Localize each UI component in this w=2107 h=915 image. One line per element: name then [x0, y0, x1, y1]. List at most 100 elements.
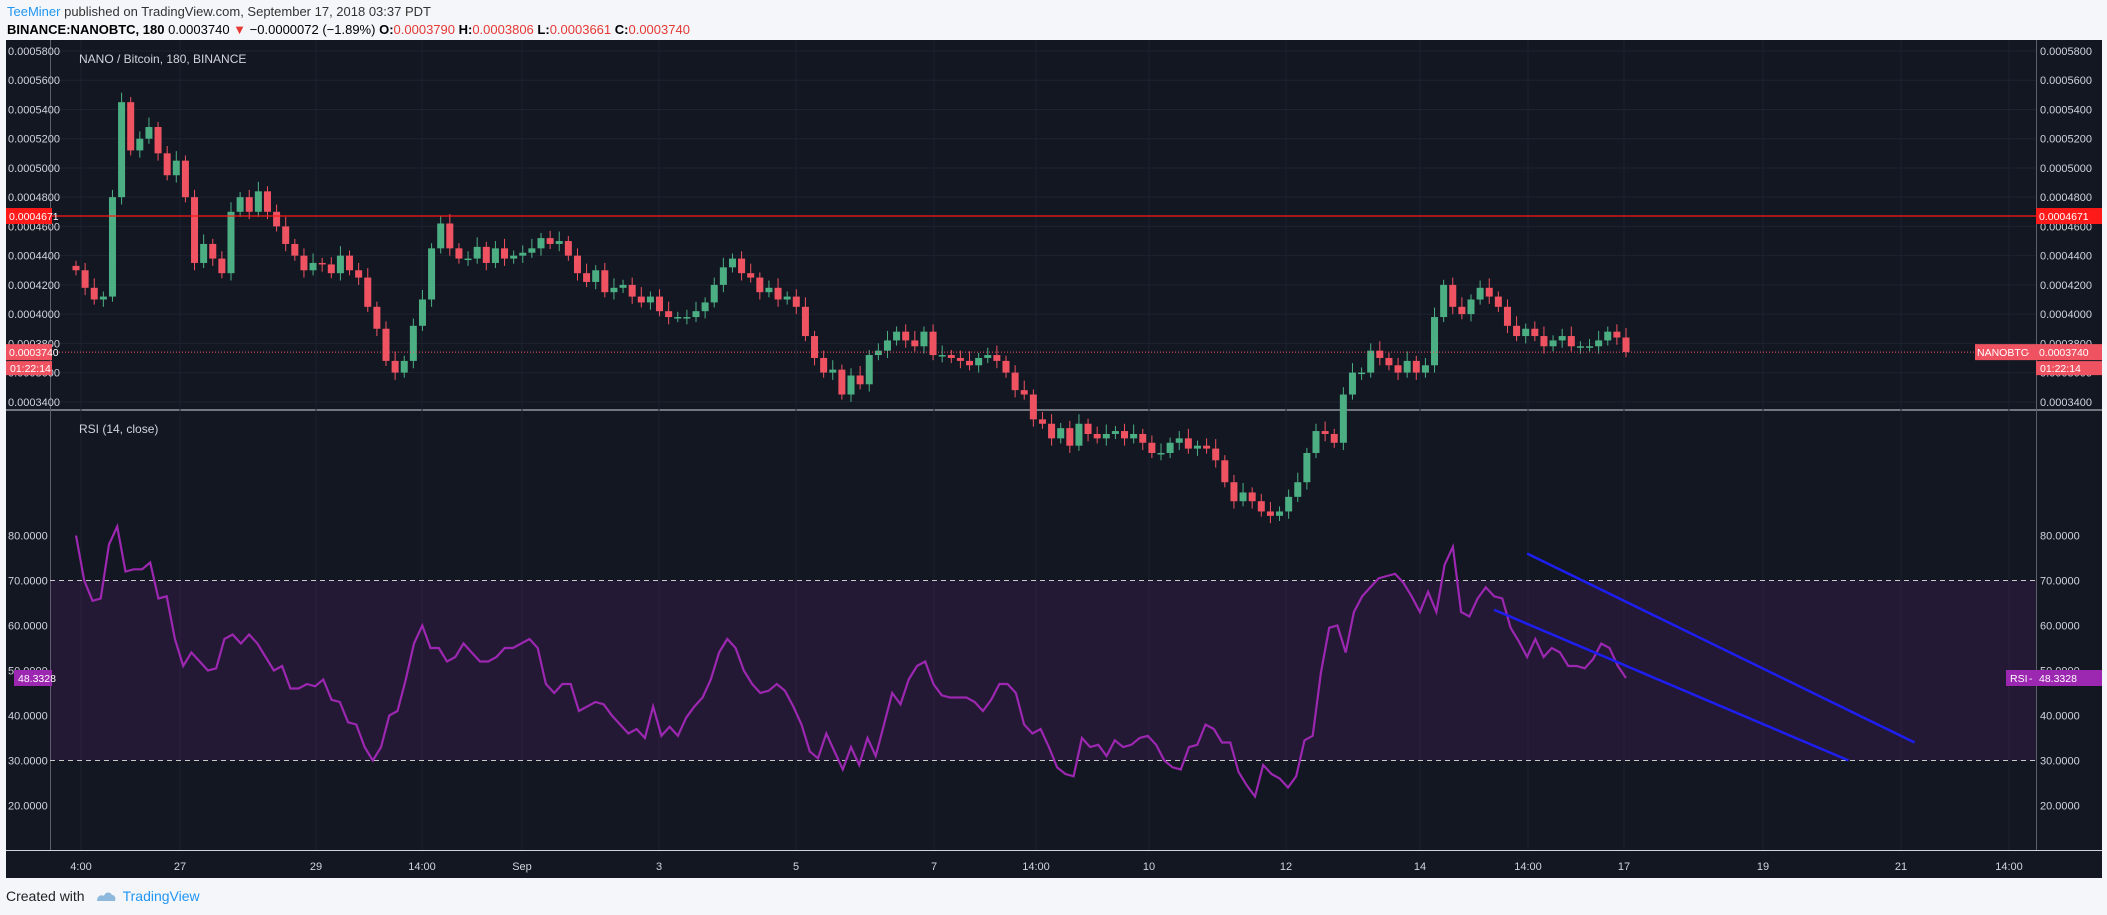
candle-body: [154, 127, 162, 154]
candle-body: [674, 317, 682, 319]
time-tick-label: 29: [310, 861, 322, 873]
chart-area[interactable]: 0.0005800 0.0005800 0.0005600 0.0005600 0.00…: [6, 40, 2102, 878]
candle-body: [491, 248, 499, 263]
rsi-sep: -: [2029, 673, 2033, 685]
candle-body: [1203, 445, 1211, 449]
candle-body: [1431, 317, 1439, 366]
candle-body: [364, 277, 372, 307]
candle-body: [145, 127, 153, 139]
candle-body: [1029, 394, 1037, 420]
price-tick-label-left: 0.0005000: [8, 163, 60, 175]
candle-body: [756, 277, 764, 293]
candle-body: [1549, 340, 1557, 347]
time-tick-label: 19: [1757, 861, 1769, 873]
price-tick-label-left: 0.0004800: [8, 192, 60, 204]
candle-body: [90, 287, 98, 300]
author-link[interactable]: TeeMiner: [7, 4, 61, 19]
candle-body: [555, 241, 563, 244]
rsi-value-label-right: 48.3328: [2039, 673, 2077, 685]
countdown-right-bg: [2036, 361, 2102, 376]
candle-body: [482, 246, 490, 263]
price-tick-label-right: 0.0005400: [2040, 104, 2092, 116]
candle-body: [127, 102, 135, 151]
candle-body: [1175, 438, 1183, 443]
candle-body: [191, 197, 199, 263]
price-tick-label-left: 0.0005400: [8, 104, 60, 116]
time-tick-label: 12: [1280, 861, 1292, 873]
footer: Created with TradingView: [6, 888, 200, 904]
candle-body: [829, 369, 837, 373]
rsi-tick-label-right: 30.0000: [2040, 756, 2080, 768]
candle-body: [747, 273, 755, 278]
candle-body: [683, 317, 691, 319]
chart-svg[interactable]: 0.0005800 0.0005800 0.0005600 0.0005600 0.00…: [6, 40, 2102, 878]
symbol-info: BINANCE:NANOBTC, 180 0.0003740 ▼ −0.0000…: [7, 22, 690, 37]
rsi-tick-label-right: 40.0000: [2040, 711, 2080, 723]
candle-body: [1093, 433, 1101, 439]
candle-body: [1020, 390, 1028, 395]
candle-body: [728, 258, 736, 268]
candle-body: [1595, 340, 1603, 347]
candle-body: [1503, 306, 1511, 326]
candle-body: [1494, 296, 1502, 307]
rsi-value-label-left-bg: [14, 670, 52, 687]
last-price-symbol: NANOBTC: [1977, 347, 2029, 359]
candle-body: [1184, 438, 1192, 449]
change-arrow-icon: ▼: [233, 22, 247, 37]
candle-body: [200, 243, 208, 263]
candle-body: [774, 287, 782, 300]
candle-body: [1403, 360, 1411, 373]
candle-body: [1075, 423, 1083, 446]
candle-body: [1613, 331, 1621, 338]
tradingview-brand[interactable]: TradingView: [122, 888, 200, 904]
candle-body: [1057, 428, 1065, 439]
candle-body: [1002, 360, 1010, 373]
time-tick-label: 14:00: [1514, 861, 1542, 873]
last-price-sep: -: [2026, 347, 2030, 359]
candle-body: [1276, 511, 1284, 516]
candle-body: [874, 350, 882, 356]
close-label: C:: [614, 22, 629, 37]
price-tick-label-right: 0.0004000: [2040, 309, 2092, 321]
resistance-label-left-bg: [6, 208, 52, 225]
candle-body: [701, 302, 709, 312]
candle-body: [464, 258, 472, 261]
candle-body: [1485, 287, 1493, 297]
candle-body: [382, 328, 390, 361]
candle-body: [811, 336, 819, 358]
candle-body: [1385, 357, 1393, 366]
candle-body: [282, 226, 290, 244]
candle-body: [108, 197, 116, 297]
candle-body: [1221, 460, 1229, 483]
candle-body: [236, 197, 244, 212]
price-tick-label-left: 0.0004000: [8, 309, 60, 321]
candle-body: [719, 267, 727, 285]
price-tick-label-left: 0.0004400: [8, 251, 60, 263]
candle-body: [118, 102, 126, 198]
candle-body: [1257, 501, 1265, 512]
candle-body: [1130, 433, 1138, 439]
candle-body: [1303, 452, 1311, 483]
time-tick-label: Sep: [512, 861, 532, 873]
candle-body: [336, 255, 344, 274]
time-tick-label: 14:00: [1995, 861, 2023, 873]
candle-body: [1285, 496, 1293, 512]
last-price: 0.0003740: [168, 22, 230, 37]
candle-body: [519, 252, 527, 256]
price-tick-label-left: 0.0004600: [8, 221, 60, 233]
candle-body: [610, 287, 618, 293]
candle-body: [1312, 431, 1320, 453]
candle-body: [537, 238, 545, 249]
rsi-tick-label-left: 30.0000: [8, 756, 48, 768]
candle-body: [218, 258, 226, 274]
candle-body: [1011, 372, 1019, 391]
candle-body: [428, 248, 436, 300]
close-value: 0.0003740: [628, 22, 690, 37]
candle-body: [163, 153, 171, 176]
candle-body: [1048, 423, 1056, 439]
candle-body: [309, 262, 317, 271]
candle-body: [920, 331, 928, 347]
candle-body: [1193, 445, 1201, 449]
candle-body: [172, 160, 180, 176]
price-tick-label-right: 0.0005800: [2040, 46, 2092, 58]
